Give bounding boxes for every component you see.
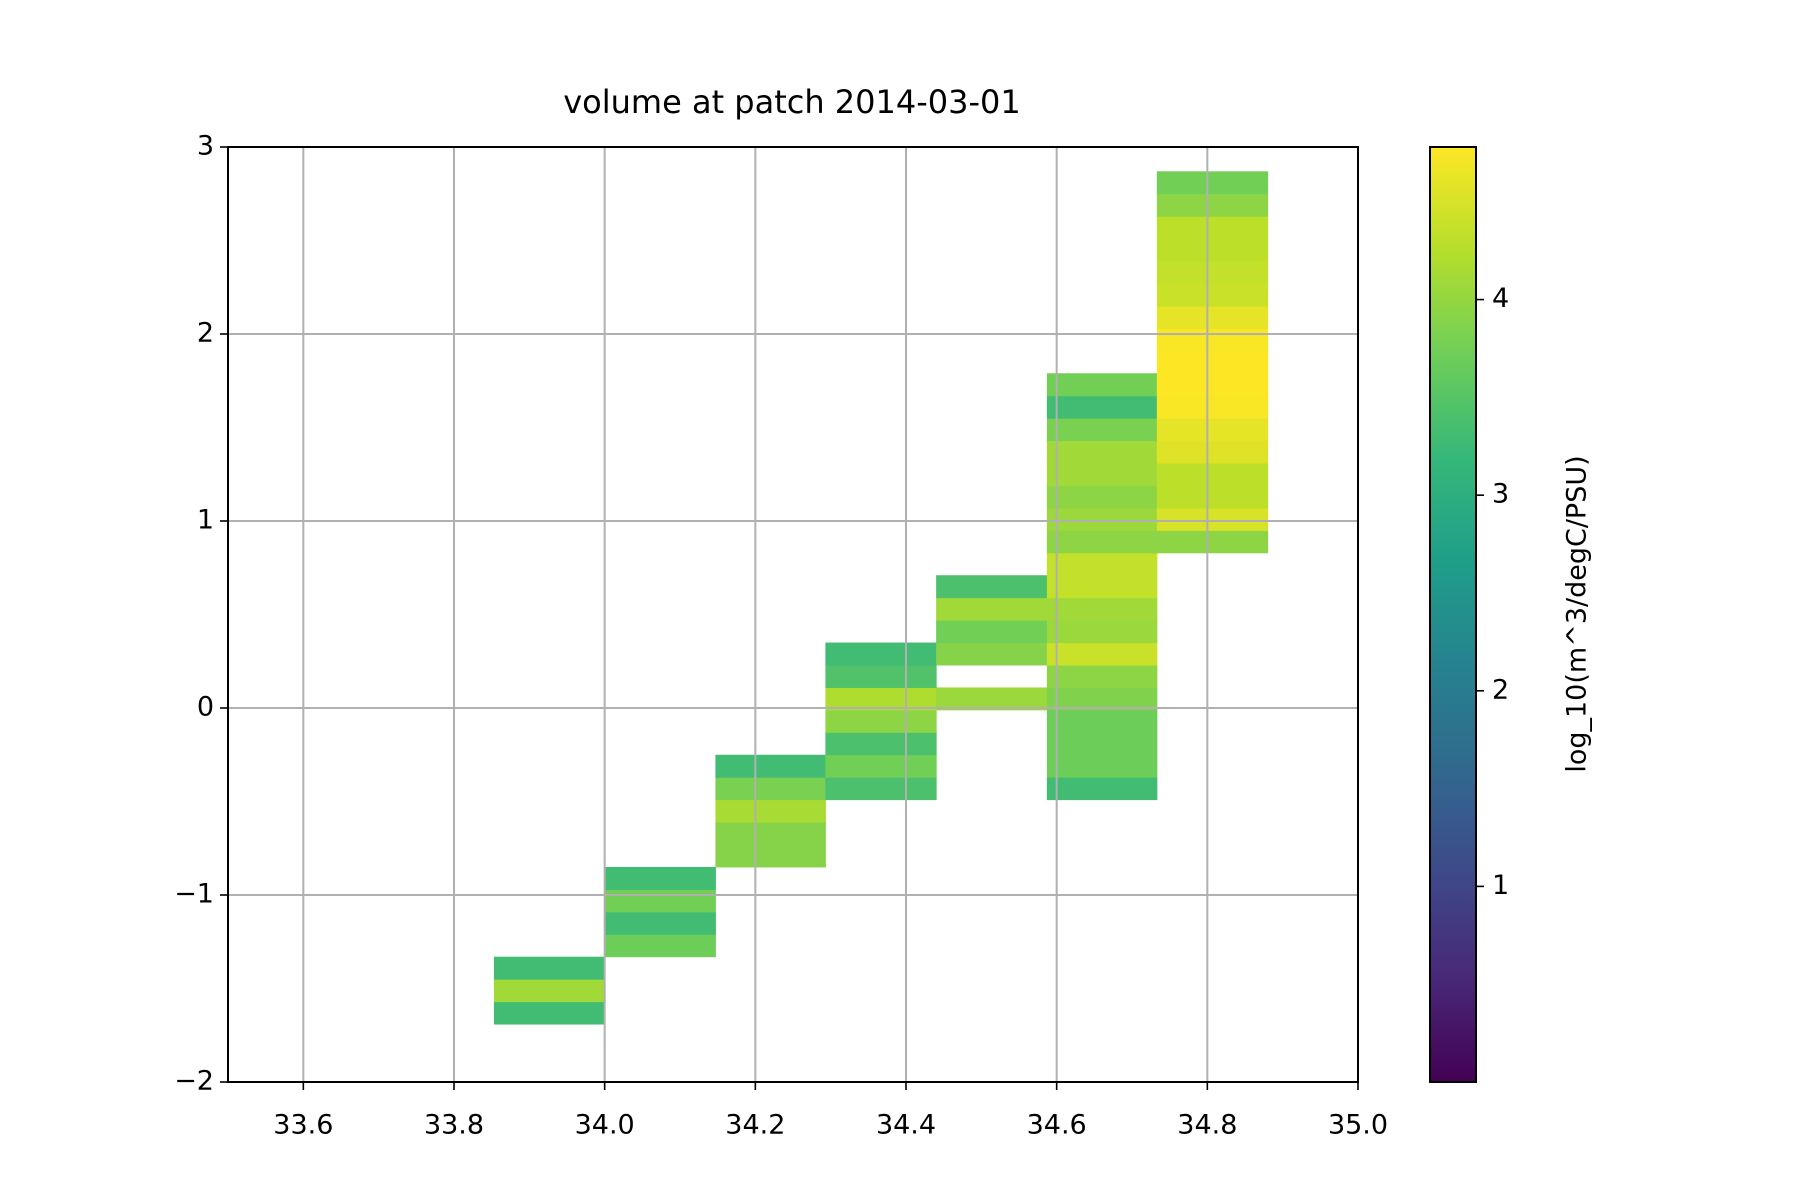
cell [825, 687, 937, 711]
cell [1046, 552, 1158, 576]
colorbar-label: log_10(m^3/degC/PSU) [1562, 455, 1593, 772]
cell [1046, 440, 1158, 464]
x-tick-label: 34.6 [1027, 1110, 1087, 1141]
cell [1046, 530, 1158, 554]
cell [1046, 777, 1158, 801]
x-tick-label: 34.4 [876, 1110, 936, 1141]
y-tick-label: 2 [197, 318, 214, 349]
cell [1156, 328, 1269, 352]
cell [1156, 171, 1269, 195]
cell [604, 911, 716, 935]
y-tick-label: 3 [197, 131, 214, 162]
cell [1046, 485, 1158, 509]
chart-title: volume at patch 2014-03-01 [563, 83, 1021, 121]
cell [1046, 395, 1158, 419]
cell [715, 754, 826, 778]
y-tick-label: −1 [174, 879, 214, 910]
cell [1046, 754, 1158, 778]
cell [1046, 373, 1158, 397]
x-tick-label: 35.0 [1328, 1110, 1388, 1141]
colorbar-tick-label: 1 [1492, 870, 1509, 901]
cell [825, 709, 937, 733]
cell [1156, 261, 1269, 285]
cell [1156, 440, 1269, 464]
cell [1156, 283, 1269, 307]
cell [493, 1001, 606, 1025]
cell [1156, 193, 1269, 217]
cell [1156, 507, 1269, 531]
cell [1046, 463, 1158, 486]
y-tick-label: 0 [197, 692, 214, 723]
cell [493, 956, 606, 980]
colorbar-tick-label: 2 [1492, 674, 1509, 705]
cell [936, 687, 1048, 711]
x-tick-label: 34.8 [1177, 1110, 1237, 1141]
cell [604, 889, 716, 913]
cell [1046, 620, 1158, 644]
plot-frame [227, 146, 1359, 1083]
x-tick-label: 33.8 [424, 1110, 484, 1141]
cell [1046, 575, 1158, 599]
cell [1046, 597, 1158, 621]
cell [604, 934, 716, 958]
cell [1046, 642, 1158, 666]
cells [493, 171, 1269, 1025]
cell [1156, 350, 1269, 374]
colorbar-tick-label: 4 [1492, 283, 1509, 314]
cell [825, 664, 937, 688]
cell [1046, 687, 1158, 711]
cell [1156, 238, 1269, 262]
cell [1156, 305, 1269, 329]
cell [825, 732, 937, 756]
colorbar [1429, 146, 1477, 1083]
y-tick-label: 1 [197, 505, 214, 536]
cell [825, 754, 937, 778]
x-tick-label: 34.2 [725, 1110, 785, 1141]
cell [936, 642, 1048, 666]
cell [1156, 485, 1269, 509]
cell [1156, 395, 1269, 419]
cell [1046, 664, 1158, 688]
cell [1156, 463, 1269, 486]
cell [1156, 418, 1269, 442]
cell [1156, 373, 1269, 397]
cell [1156, 530, 1269, 554]
x-tick-label: 34.0 [575, 1110, 635, 1141]
cell [936, 575, 1048, 599]
cell [493, 979, 606, 1003]
cell [604, 866, 716, 890]
cell [715, 799, 826, 823]
cell [1046, 732, 1158, 756]
cell [1046, 507, 1158, 531]
cell [715, 844, 826, 868]
cell [936, 597, 1048, 621]
colorbar-tick-label: 3 [1492, 479, 1509, 510]
cell [825, 777, 937, 801]
cell [715, 822, 826, 846]
cell [1046, 709, 1158, 733]
y-tick-label: −2 [174, 1066, 214, 1097]
cell [1046, 418, 1158, 442]
cell [825, 642, 937, 666]
x-tick-label: 33.6 [273, 1110, 333, 1141]
cell [936, 620, 1048, 644]
cell [715, 777, 826, 801]
cell [1156, 216, 1269, 240]
